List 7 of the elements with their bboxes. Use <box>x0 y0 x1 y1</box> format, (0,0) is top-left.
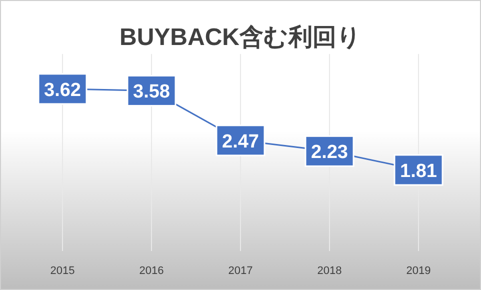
x-tick-label: 2016 <box>139 265 164 277</box>
data-label: 1.81 <box>400 160 438 182</box>
chart-title: BUYBACK含む利回り <box>120 24 362 51</box>
x-tick-label: 2017 <box>228 265 253 277</box>
x-tick-label: 2015 <box>50 265 75 277</box>
x-tick-label: 2018 <box>317 265 342 277</box>
x-tick-label: 2019 <box>406 265 431 277</box>
